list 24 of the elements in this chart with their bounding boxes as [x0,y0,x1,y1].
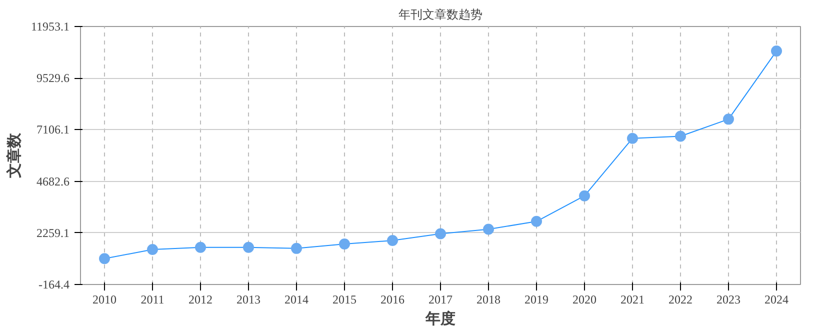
y-tick-label: -164.4 [38,278,70,292]
x-tick-label: 2023 [716,292,740,306]
x-tick-label: 2022 [668,292,692,306]
x-tick-label: 2015 [332,292,356,306]
x-tick-label: 2013 [236,292,260,306]
y-tick-label: 2259.1 [36,226,70,240]
chart-title: 年刊文章数趋势 [398,8,482,22]
y-tick-label: 4682.6 [36,174,70,188]
x-tick-label: 2010 [92,292,116,306]
x-tick-label: 2012 [188,292,212,306]
x-tick-label: 2016 [380,292,404,306]
x-tick-label: 2024 [764,292,788,306]
x-axis-title: 年度 [424,310,456,328]
x-tick-label: 2021 [620,292,644,306]
x-tick-label: 2019 [524,292,548,306]
y-axis-title: 文章数 [4,132,23,179]
y-tick-label: 11953.1 [30,20,70,34]
x-tick-label: 2017 [428,292,452,306]
y-tick-label: 7106.1 [36,122,70,137]
x-tick-label: 2020 [572,292,596,306]
y-tick-label: 9529.6 [36,71,70,86]
x-tick-label: 2011 [140,292,164,306]
x-tick-label: 2014 [284,292,308,306]
x-tick-label: 2018 [476,292,500,306]
